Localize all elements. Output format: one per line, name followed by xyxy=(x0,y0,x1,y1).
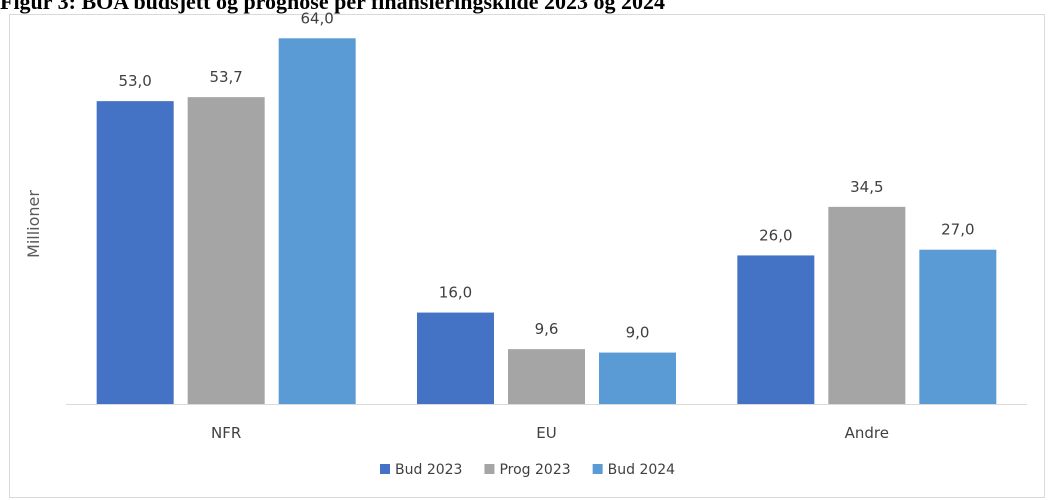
data-label: 34,5 xyxy=(850,178,883,196)
legend-label: Bud 2023 xyxy=(395,462,462,478)
bar-eu-bud-2023 xyxy=(417,312,494,404)
bar-nfr-bud-2024 xyxy=(278,38,356,405)
legend-label: Prog 2023 xyxy=(499,462,570,478)
bar-andre-bud-2023 xyxy=(737,255,815,404)
data-label: 26,0 xyxy=(759,226,792,244)
data-label: 16,0 xyxy=(439,284,472,302)
data-label: 9,6 xyxy=(535,320,559,338)
legend-swatch xyxy=(592,464,603,474)
x-tick-label: NFR xyxy=(211,424,241,442)
y-axis-label: Millioner xyxy=(24,190,43,258)
data-label: 9,0 xyxy=(626,324,650,342)
bar-nfr-prog-2023 xyxy=(187,97,265,405)
data-label: 53,0 xyxy=(118,72,151,90)
x-tick-label: EU xyxy=(536,424,556,442)
bar-eu-bud-2024 xyxy=(599,352,676,404)
bar-eu-prog-2023 xyxy=(508,349,585,404)
bar-andre-bud-2024 xyxy=(919,249,997,404)
data-label: 64,0 xyxy=(300,9,333,27)
bar-nfr-bud-2023 xyxy=(96,101,174,405)
legend-label: Bud 2024 xyxy=(608,462,676,478)
data-label: 53,7 xyxy=(209,68,242,86)
legend-swatch xyxy=(380,464,390,474)
data-label: 27,0 xyxy=(941,221,974,239)
bar-andre-prog-2023 xyxy=(828,206,906,404)
legend-swatch xyxy=(484,464,495,474)
x-tick-label: Andre xyxy=(845,424,889,442)
figure-title: Figur 3: BOA budsjett og prognose per fi… xyxy=(0,0,665,14)
